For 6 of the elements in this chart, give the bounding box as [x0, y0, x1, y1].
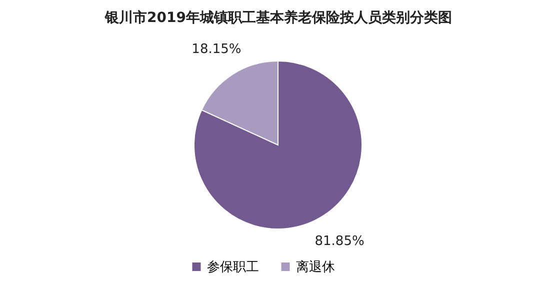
chart-title: 银川市2019年城镇职工基本养老保险按人员类别分类图: [104, 9, 452, 26]
legend-label: 离退休: [296, 258, 335, 275]
legend-label: 参保职工: [207, 260, 259, 275]
pie-slice: [194, 60, 362, 230]
data-label: 18.15%: [192, 42, 242, 58]
data-label: 81.85%: [314, 234, 364, 249]
